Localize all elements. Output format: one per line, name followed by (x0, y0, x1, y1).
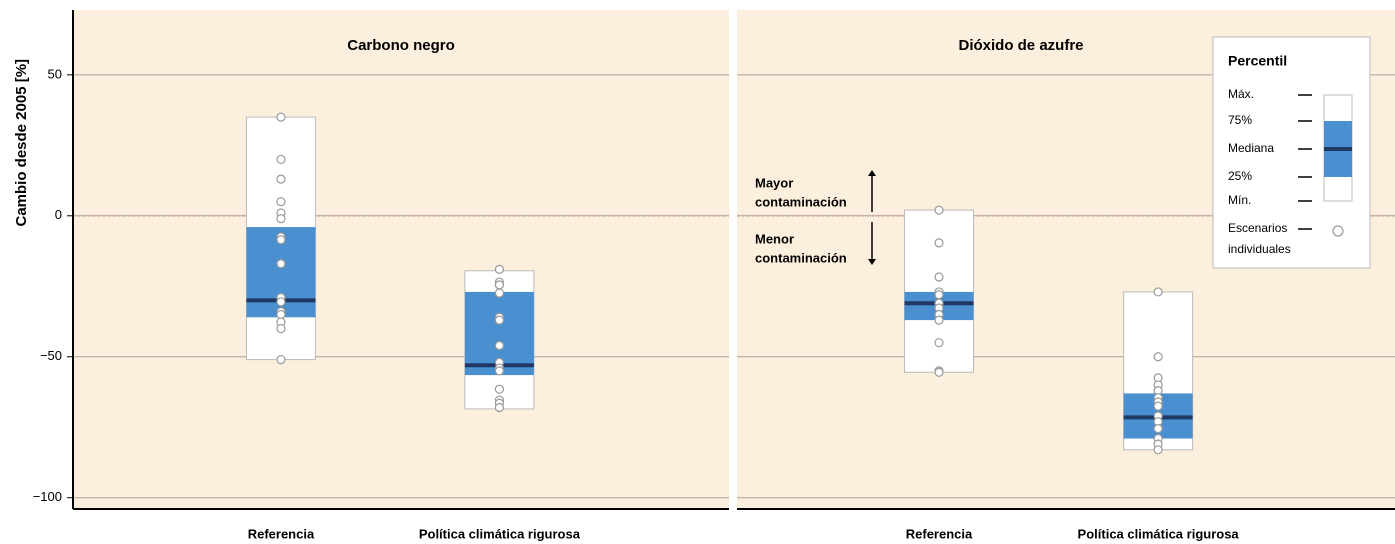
x-tick-label: Referencia (248, 526, 315, 541)
scenario-point (934, 338, 944, 348)
annotation: contaminación (755, 250, 847, 265)
scenario-point (934, 290, 944, 300)
legend-label: 25% (1228, 169, 1252, 183)
panel-background (73, 10, 729, 509)
legend-label: Mín. (1228, 193, 1251, 207)
scenario-point (276, 197, 286, 207)
scenario-point (1153, 445, 1163, 455)
legend-label: Escenarios (1228, 221, 1287, 235)
legend-label: Mediana (1228, 141, 1274, 155)
scenario-point (494, 315, 504, 325)
arrow-head (868, 170, 876, 176)
scenario-point (276, 259, 286, 269)
x-tick-label: Referencia (906, 526, 973, 541)
scenario-point (494, 340, 504, 351)
y-axis-label: Cambio desde 2005 [%] (13, 59, 30, 227)
scenario-point (934, 272, 944, 282)
scenario-point (934, 205, 944, 215)
scenario-point (276, 309, 286, 320)
annotation: contaminación (755, 194, 847, 209)
scenario-point (494, 280, 504, 290)
panel-title: Carbono negro (347, 37, 455, 54)
scenario-point (276, 112, 286, 122)
scenario-point (934, 367, 944, 377)
scenario-point (276, 174, 286, 184)
legend-point (1332, 225, 1344, 237)
panel-title: Dióxido de azufre (958, 37, 1083, 54)
y-tick-label: −100 (33, 489, 62, 504)
legend-label: individuales (1228, 242, 1291, 256)
scenario-point (494, 384, 504, 394)
scenario-point (934, 238, 944, 248)
scenario-point (934, 315, 944, 325)
scenario-point (276, 297, 286, 307)
scenario-point (1153, 424, 1163, 434)
scenario-point (1153, 401, 1163, 411)
scenario-point (276, 214, 286, 224)
scenario-point (494, 264, 504, 274)
annotation: Menor (755, 231, 794, 246)
scenario-point (494, 288, 504, 298)
annotation: Mayor (755, 175, 793, 190)
scenario-point (494, 402, 504, 413)
scenario-point (276, 154, 286, 165)
scenario-point (276, 235, 286, 245)
legend-title: Percentil (1228, 53, 1287, 69)
x-tick-label: Política climática rigurosa (419, 526, 581, 541)
y-tick-label: 50 (48, 66, 62, 81)
arrow-head (868, 259, 876, 265)
scenario-point (276, 354, 286, 365)
scenario-point (1153, 287, 1163, 297)
scenario-point (276, 323, 286, 334)
scenario-point (1153, 352, 1163, 362)
scenario-point (494, 366, 504, 376)
legend-label: 75% (1228, 113, 1252, 127)
y-tick-label: 0 (55, 207, 62, 222)
x-tick-label: Política climática rigurosa (1078, 526, 1240, 541)
legend-label: Máx. (1228, 87, 1254, 101)
y-tick-label: −50 (40, 348, 62, 363)
